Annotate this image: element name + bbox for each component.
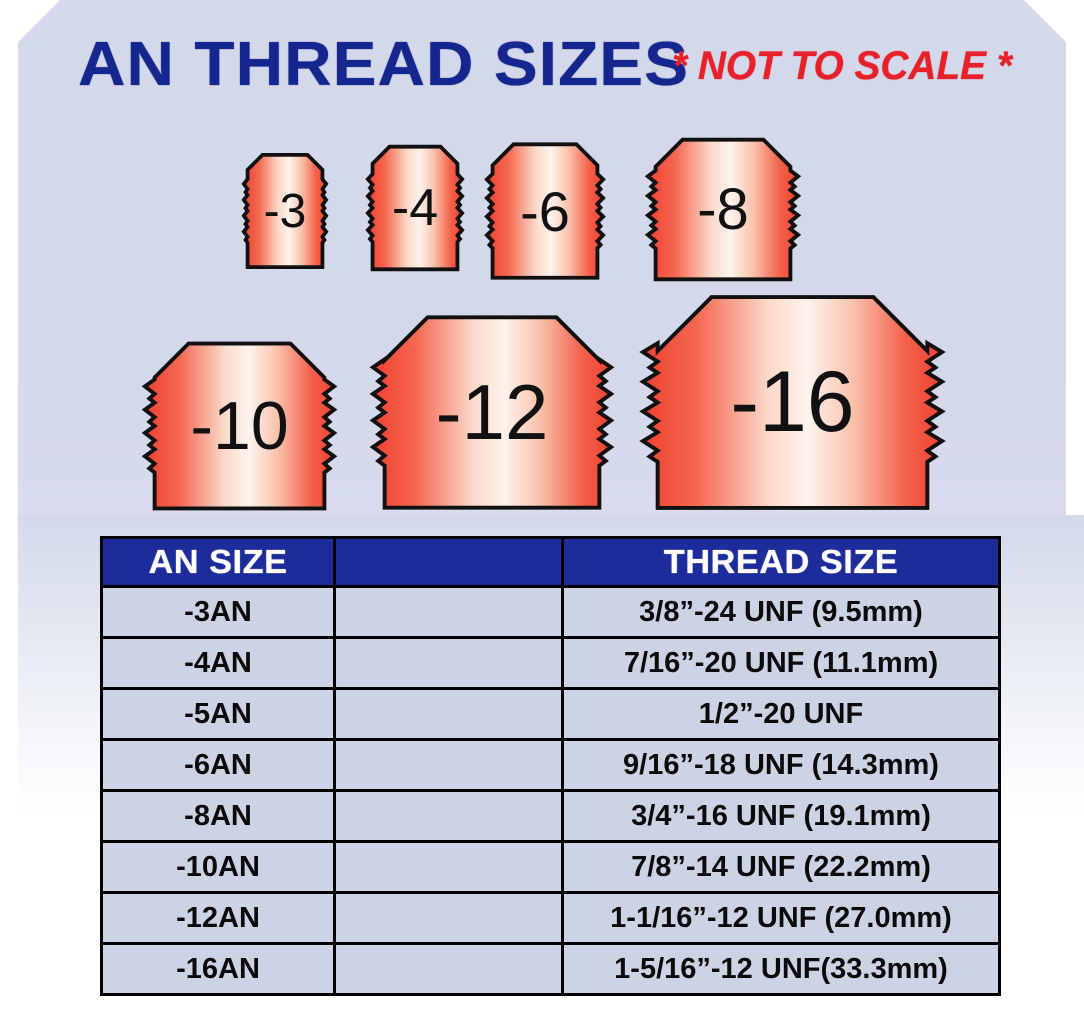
cell-blank <box>333 789 564 843</box>
table-header-row: AN SIZE THREAD SIZE <box>100 536 1001 588</box>
fitting-body <box>241 152 329 270</box>
cell-blank <box>333 585 564 639</box>
table-row: -12AN 1-1/16”-12 UNF (27.0mm) <box>100 891 1001 945</box>
cell-blank <box>333 891 564 945</box>
page-title: AN THREAD SIZES <box>78 30 690 99</box>
header-blank <box>333 536 564 588</box>
fitting-minus8: -8 <box>644 134 802 285</box>
fitting-body <box>639 295 946 510</box>
cell-an-size: -16AN <box>100 942 336 996</box>
header-thread-size-label: THREAD SIZE <box>663 543 899 580</box>
table-row: -5AN 1/2”-20 UNF <box>100 687 1001 741</box>
fitting-minus4: -4 <box>365 140 465 276</box>
fitting-body <box>365 144 465 272</box>
table-row: -6AN 9/16”-18 UNF (14.3mm) <box>100 738 1001 792</box>
cell-thread-size: 7/8”-14 UNF (22.2mm) <box>561 840 1001 894</box>
cell-thread-size: 3/8”-24 UNF (9.5mm) <box>561 585 1001 639</box>
fitting-body <box>484 142 606 280</box>
cell-thread-size: 1/2”-20 UNF <box>561 687 1001 741</box>
cell-an-size: -5AN <box>100 687 336 741</box>
cell-thread-size: 9/16”-18 UNF (14.3mm) <box>561 738 1001 792</box>
cell-blank <box>333 636 564 690</box>
fitting-body <box>369 315 615 510</box>
cell-thread-size: 1-1/16”-12 UNF (27.0mm) <box>561 891 1001 945</box>
fitting-body <box>141 341 338 511</box>
cell-thread-size: 3/4”-16 UNF (19.1mm) <box>561 789 1001 843</box>
table-row: -3AN 3/8”-24 UNF (9.5mm) <box>100 585 1001 639</box>
fitting-minus12: -12 <box>369 312 615 513</box>
cell-blank <box>333 840 564 894</box>
table-row: -16AN 1-5/16”-12 UNF(33.3mm) <box>100 942 1001 996</box>
cell-an-size: -4AN <box>100 636 336 690</box>
cell-blank <box>333 687 564 741</box>
cell-blank <box>333 942 564 996</box>
an-thread-size-table: AN SIZE THREAD SIZE -3AN 3/8”-24 UNF (9.5… <box>100 536 1001 996</box>
title-row: AN THREAD SIZES * NOT TO SCALE * <box>0 28 1084 108</box>
header-an-size-label: AN SIZE <box>148 543 288 580</box>
fitting-minus3: -3 <box>241 148 329 274</box>
cell-an-size: -10AN <box>100 840 336 894</box>
fitting-body <box>644 137 802 282</box>
cell-blank <box>333 738 564 792</box>
cell-an-size: -12AN <box>100 891 336 945</box>
header-an-size: AN SIZE <box>100 536 336 588</box>
cell-an-size: -6AN <box>100 738 336 792</box>
cell-an-size: -8AN <box>100 789 336 843</box>
cell-an-size: -3AN <box>100 585 336 639</box>
fitting-minus6: -6 <box>484 138 606 284</box>
header-thread-size: THREAD SIZE <box>561 536 1001 588</box>
fitting-minus16: -16 <box>639 292 946 513</box>
fitting-minus10: -10 <box>141 338 338 514</box>
table-row: -10AN 7/8”-14 UNF (22.2mm) <box>100 840 1001 894</box>
table-row: -4AN 7/16”-20 UNF (11.1mm) <box>100 636 1001 690</box>
table-row: -8AN 3/4”-16 UNF (19.1mm) <box>100 789 1001 843</box>
table-body: -3AN 3/8”-24 UNF (9.5mm) -4AN 7/16”-20 UNF … <box>100 585 1001 996</box>
cell-thread-size: 1-5/16”-12 UNF(33.3mm) <box>561 942 1001 996</box>
background-panel-fade-right <box>1000 515 1084 815</box>
cell-thread-size: 7/16”-20 UNF (11.1mm) <box>561 636 1001 690</box>
not-to-scale-note: * NOT TO SCALE * <box>672 44 1012 88</box>
